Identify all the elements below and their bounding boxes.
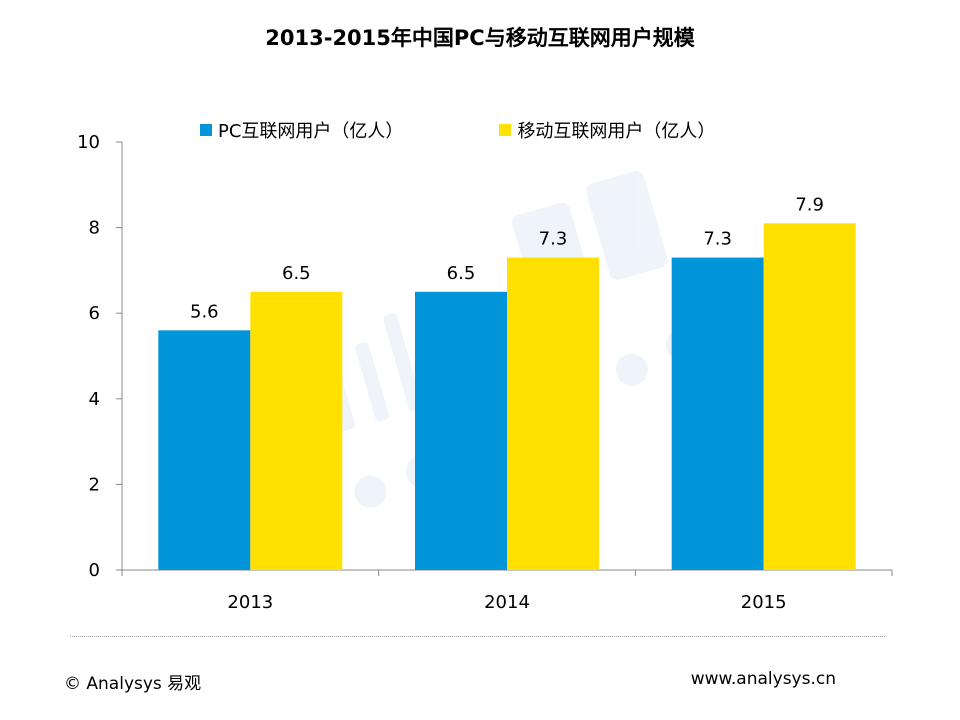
legend-swatch-pc xyxy=(200,124,212,136)
bar-mobile-2014 xyxy=(507,257,599,570)
bar-pc-2015 xyxy=(671,257,764,570)
legend-item-pc: PC互联网用户（亿人） xyxy=(200,117,403,143)
legend-label-mobile: 移动互联网用户（亿人） xyxy=(517,121,716,142)
data-label-pc-2013: 5.6 xyxy=(190,301,219,322)
y-tick-label: 0 xyxy=(89,560,100,581)
legend-label-pc: PC互联网用户（亿人） xyxy=(218,121,404,142)
y-tick-label: 6 xyxy=(89,303,100,324)
bar-mobile-2013 xyxy=(250,291,343,570)
footer-website[interactable]: www.analysys.cn xyxy=(690,669,836,689)
y-tick-label: 2 xyxy=(89,474,100,495)
data-label-pc-2015: 7.3 xyxy=(703,229,732,250)
data-label-pc-2014: 6.5 xyxy=(447,263,476,284)
x-tick-label: 2013 xyxy=(227,592,273,613)
footer-divider xyxy=(70,636,885,637)
legend-swatch-mobile xyxy=(499,124,512,136)
y-tick-label: 4 xyxy=(89,389,100,410)
data-label-mobile-2014: 7.3 xyxy=(539,229,568,250)
bar-mobile-2015 xyxy=(763,223,856,570)
data-label-mobile-2013: 6.5 xyxy=(282,263,311,284)
footer-copyright: © Analysys 易观 xyxy=(64,674,202,694)
y-tick-label: 8 xyxy=(89,218,100,239)
y-tick-label: 10 xyxy=(77,132,100,153)
bar-pc-2013 xyxy=(158,330,251,570)
chart-title: 2013-2015年中国PC与移动互联网用户规模 xyxy=(265,26,695,50)
x-tick-label: 2015 xyxy=(741,592,787,613)
data-label-mobile-2015: 7.9 xyxy=(795,194,824,215)
chart-legend: PC互联网用户（亿人） 移动互联网用户（亿人） xyxy=(200,118,811,142)
bar-pc-2014 xyxy=(415,291,507,570)
x-tick-label: 2014 xyxy=(484,592,530,613)
legend-item-mobile: 移动互联网用户（亿人） xyxy=(499,117,715,143)
